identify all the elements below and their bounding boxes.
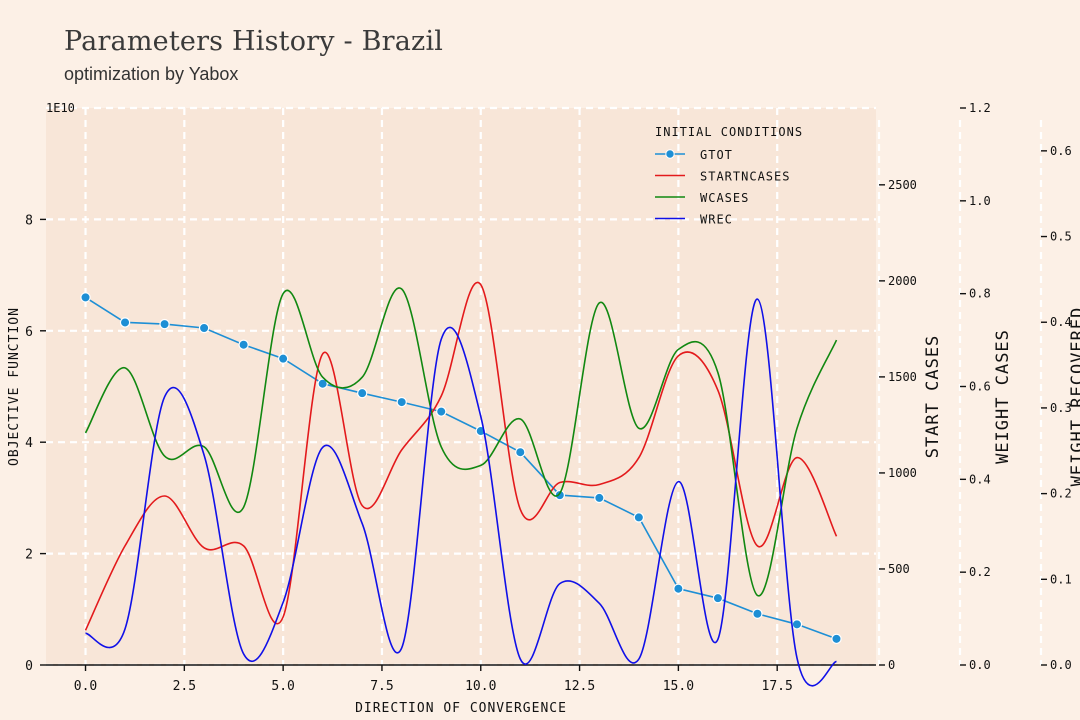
right-tick-label: 0.6 [1050, 144, 1072, 158]
legend-title: INITIAL CONDITIONS [655, 125, 803, 139]
legend-entry: WCASES [700, 191, 749, 205]
right-tick-label: 0.4 [1050, 315, 1072, 329]
right-tick-label: 0.8 [969, 287, 991, 301]
data-point-gtot [396, 396, 407, 408]
legend-entry: GTOT [700, 148, 733, 162]
data-point-gtot [238, 339, 249, 350]
data-point-gtot [317, 378, 328, 389]
series-line-gtot [85, 296, 837, 640]
data-point-gtot [277, 353, 289, 364]
data-point-gtot [633, 512, 645, 523]
legend-marker [665, 149, 675, 159]
right-tick-label: 1.2 [969, 101, 991, 115]
right-tick-label: 2000 [888, 274, 917, 288]
data-point-gtot [198, 322, 210, 334]
right-tick-label: 1.0 [969, 194, 991, 208]
x-tick-label: 0.0 [74, 679, 97, 694]
right-axis-label: WEIGHT CASES [993, 329, 1013, 464]
right-tick-label: 0.0 [969, 658, 991, 672]
data-point-gtot [356, 387, 368, 399]
series-line-wcases [84, 287, 838, 597]
y-tick-label: 4 [25, 436, 33, 451]
x-tick-label: 7.5 [370, 679, 393, 694]
right-tick-label: 500 [888, 562, 910, 576]
data-point-gtot [119, 317, 131, 328]
right-tick-label: 1500 [888, 370, 917, 384]
x-tick-label: 2.5 [173, 679, 196, 694]
right-axis-label: WEIGHT RECOVERED [1068, 307, 1080, 487]
y-tick-label: 0 [25, 659, 33, 674]
x-tick-label: 5.0 [271, 679, 294, 694]
x-tick-label: 15.0 [663, 679, 694, 694]
series-line-wrec [85, 298, 837, 687]
right-tick-label: 0.2 [969, 565, 991, 579]
data-point-gtot [80, 292, 91, 303]
data-point-gtot [436, 406, 447, 417]
x-tick-label: 12.5 [564, 679, 595, 694]
right-tick-label: 0.6 [969, 380, 991, 394]
right-tick-label: 1000 [888, 466, 917, 480]
data-point-gtot [712, 592, 724, 604]
y-axis-label: OBJECTIVE FUNCTION [7, 307, 22, 466]
y-multiplier-label: 1E10 [46, 101, 75, 115]
right-tick-label: 0.5 [1050, 230, 1072, 244]
right-tick-label: 0.2 [1050, 487, 1072, 501]
data-point-gtot [594, 492, 605, 504]
x-tick-label: 17.5 [762, 679, 793, 694]
chart-title: Parameters History - Brazil [64, 26, 444, 57]
chart-subtitle: optimization by Yabox [64, 64, 239, 84]
legend-entry: WREC [700, 213, 733, 227]
right-tick-label: 0.0 [1050, 658, 1072, 672]
right-tick-label: 0.3 [1050, 401, 1072, 415]
right-tick-label: 2500 [888, 178, 917, 192]
legend-entry: STARTNCASES [700, 170, 790, 184]
data-point-gtot [791, 619, 803, 630]
right-tick-label: 0.4 [969, 472, 991, 486]
data-point-gtot [159, 318, 170, 330]
data-point-gtot [752, 608, 763, 619]
x-tick-label: 10.0 [465, 679, 496, 694]
right-tick-label: 0 [888, 658, 895, 672]
y-tick-label: 2 [25, 548, 33, 563]
data-point-gtot [831, 633, 842, 645]
right-tick-label: 0.1 [1050, 572, 1072, 586]
data-point-gtot [673, 583, 684, 594]
x-axis-label: DIRECTION OF CONVERGENCE [355, 701, 567, 716]
y-tick-label: 6 [25, 325, 33, 340]
y-tick-label: 8 [25, 213, 33, 228]
right-axis-label: START CASES [923, 335, 943, 459]
data-point-gtot [515, 447, 526, 458]
